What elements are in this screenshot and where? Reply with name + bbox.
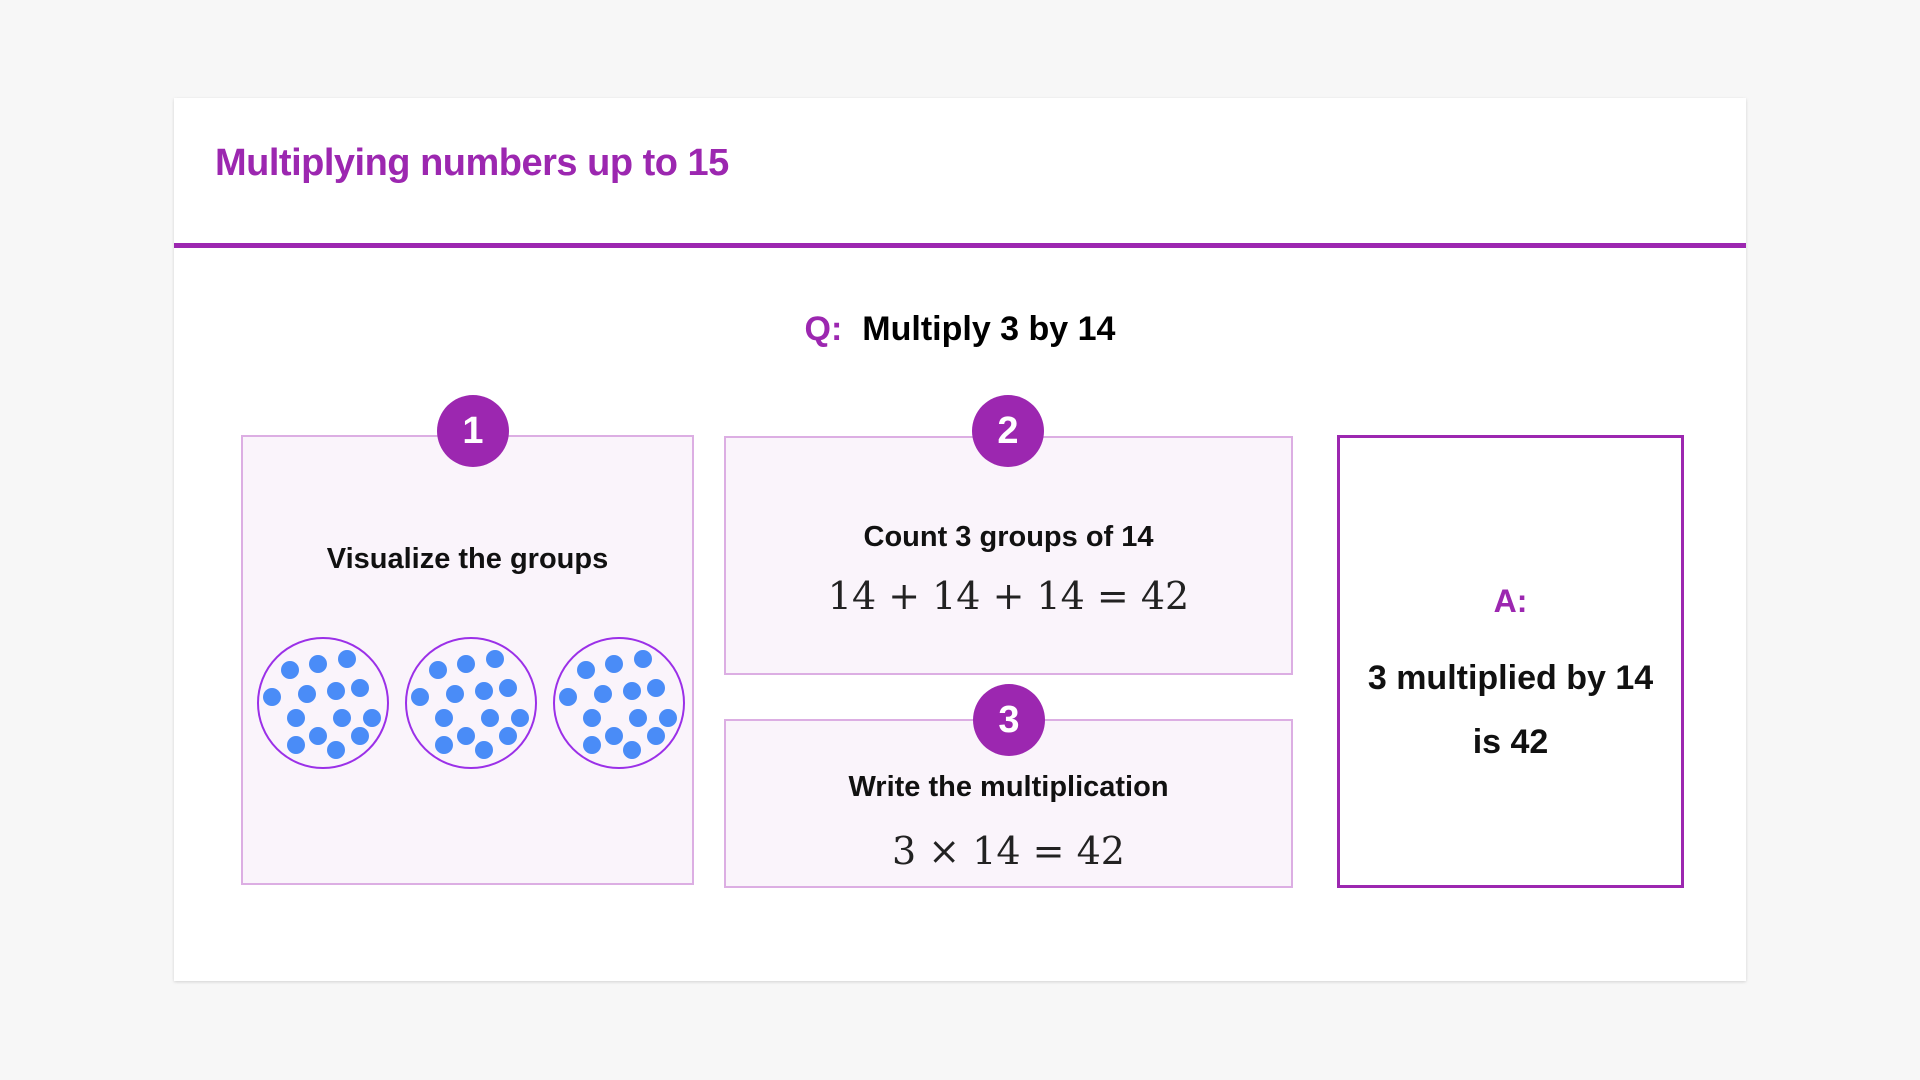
group-dot (457, 655, 475, 673)
group-dot (309, 655, 327, 673)
step-3-equation: 3 × 14 = 42 (892, 829, 1125, 873)
group-dot (411, 688, 429, 706)
question-text: Multiply 3 by 14 (862, 310, 1116, 348)
group-circle (257, 637, 389, 769)
group-dot (623, 741, 641, 759)
lesson-card: Multiplying numbers up to 15 Q: Multiply … (174, 98, 1746, 981)
groups-illustration (257, 637, 685, 769)
group-dot (287, 709, 305, 727)
group-circle (405, 637, 537, 769)
group-dot (499, 679, 517, 697)
step-3-label: Write the multiplication (848, 771, 1169, 803)
group-dot (511, 709, 529, 727)
step-2-badge: 2 (972, 395, 1044, 467)
step-1-box: Visualize the groups (241, 435, 694, 885)
group-dot (486, 650, 504, 668)
group-dot (351, 727, 369, 745)
step-2-box: Count 3 groups of 14 14 + 14 + 14 = 42 (724, 436, 1293, 675)
group-dot (446, 685, 464, 703)
group-dot (499, 727, 517, 745)
step-1-label: Visualize the groups (326, 543, 609, 575)
group-dot (623, 682, 641, 700)
step-2-equation: 14 + 14 + 14 = 42 (827, 574, 1190, 618)
group-dot (605, 655, 623, 673)
group-dot (583, 709, 601, 727)
group-dot (629, 709, 647, 727)
group-dot (327, 682, 345, 700)
group-dot (338, 650, 356, 668)
group-dot (659, 709, 677, 727)
step-1-badge: 1 (437, 395, 509, 467)
group-dot (363, 709, 381, 727)
group-dot (287, 736, 305, 754)
answer-text: 3 multiplied by 14 is 42 (1367, 659, 1654, 761)
question: Q: Multiply 3 by 14 (174, 310, 1746, 349)
answer-box: A: 3 multiplied by 14 is 42 (1337, 435, 1684, 888)
question-label: Q: (804, 310, 843, 348)
group-dot (605, 727, 623, 745)
group-dot (435, 709, 453, 727)
group-dot (481, 709, 499, 727)
group-dot (594, 685, 612, 703)
group-dot (333, 709, 351, 727)
group-dot (577, 661, 595, 679)
group-dot (435, 736, 453, 754)
group-dot (281, 661, 299, 679)
group-circle (553, 637, 685, 769)
group-dot (634, 650, 652, 668)
group-dot (647, 727, 665, 745)
title-divider (174, 243, 1746, 248)
step-2-label: Count 3 groups of 14 (863, 521, 1154, 553)
group-dot (327, 741, 345, 759)
group-dot (475, 682, 493, 700)
group-dot (583, 736, 601, 754)
group-dot (309, 727, 327, 745)
group-dot (429, 661, 447, 679)
group-dot (351, 679, 369, 697)
group-dot (559, 688, 577, 706)
group-dot (647, 679, 665, 697)
answer-label: A: (1493, 583, 1528, 619)
step-3-badge: 3 (973, 684, 1045, 756)
group-dot (298, 685, 316, 703)
group-dot (263, 688, 281, 706)
group-dot (475, 741, 493, 759)
group-dot (457, 727, 475, 745)
page-title: Multiplying numbers up to 15 (215, 142, 729, 184)
